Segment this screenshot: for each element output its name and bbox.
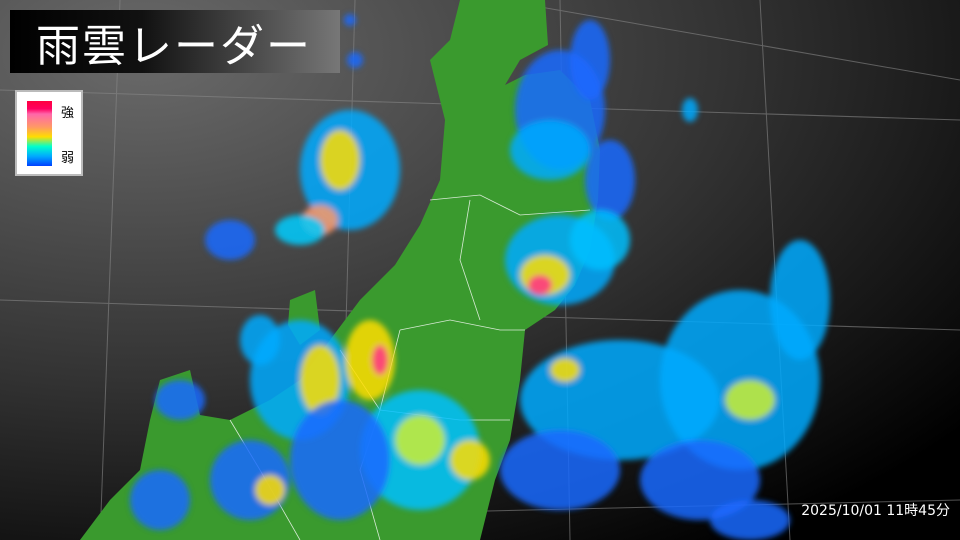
rain-echo [725, 380, 775, 420]
rain-echo [372, 345, 388, 375]
rain-echo [770, 240, 830, 360]
rain-echo [345, 320, 395, 400]
rain-echo [395, 415, 445, 465]
observation-timestamp: 2025/10/01 11時45分 [801, 503, 950, 519]
rain-echo [640, 440, 760, 520]
title-banner: 雨雲レーダー [10, 10, 340, 73]
rain-echo [255, 475, 285, 505]
rain-echo [130, 470, 190, 530]
legend-strong-label: 強 [61, 106, 75, 121]
rain-echo [205, 220, 255, 260]
rain-echo [528, 275, 552, 295]
rain-echo [240, 315, 280, 365]
legend-color-bar [27, 101, 52, 166]
rain-echo [510, 120, 590, 180]
precipitation-layer [130, 14, 830, 540]
legend-weak-label: 弱 [61, 151, 75, 166]
rain-echo [500, 430, 620, 510]
intensity-legend: 強 弱 [15, 90, 83, 176]
rain-echo [550, 358, 580, 382]
rain-echo [344, 14, 356, 26]
rain-echo [275, 215, 325, 245]
page-title: 雨雲レーダー [36, 20, 312, 72]
rain-echo [585, 140, 635, 220]
rain-echo [320, 130, 360, 190]
rain-echo [570, 20, 610, 100]
rain-echo [290, 400, 390, 520]
rain-echo [155, 380, 205, 420]
rain-echo [710, 500, 790, 540]
rain-echo [450, 440, 490, 480]
rain-echo [682, 98, 698, 122]
rain-echo [347, 52, 363, 68]
rain-echo [570, 210, 630, 270]
rain-echo [300, 345, 340, 415]
